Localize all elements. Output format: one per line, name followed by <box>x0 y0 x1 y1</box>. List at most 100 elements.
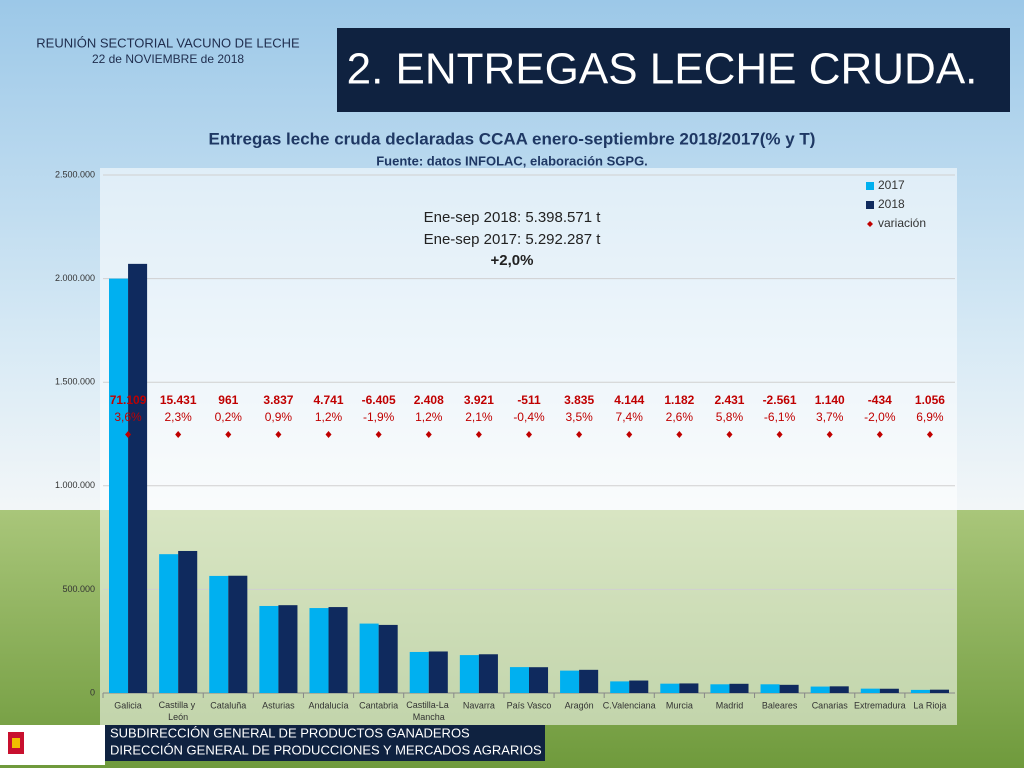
legend-label: 2018 <box>878 197 905 211</box>
variation-marker <box>776 431 783 438</box>
bar <box>459 655 479 693</box>
bar <box>178 550 198 693</box>
x-tick-label: Baleares <box>762 700 798 710</box>
bar <box>159 554 179 693</box>
x-tick-label: Asturias <box>262 700 295 710</box>
footer-line: SUBDIRECCIÓN GENERAL DE PRODUCTOS GANADE… <box>110 725 470 740</box>
bar <box>579 669 599 693</box>
bar <box>710 684 730 693</box>
bar <box>610 681 630 693</box>
difference-label: -6.405 <box>362 393 396 407</box>
legend-swatch <box>866 182 874 190</box>
variation-label: 2,1% <box>465 410 493 424</box>
y-tick-label: 1.500.000 <box>55 377 95 387</box>
x-tick-label: Murcia <box>666 700 693 710</box>
bar <box>679 683 699 693</box>
x-tick-label: Madrid <box>716 700 744 710</box>
variation-marker <box>225 431 232 438</box>
bar <box>428 651 448 693</box>
x-tick-label: Aragón <box>565 700 594 710</box>
bar <box>879 688 899 693</box>
difference-label: 71.109 <box>110 393 147 407</box>
bar <box>629 680 649 693</box>
variation-marker <box>475 431 482 438</box>
header-title: REUNIÓN SECTORIAL VACUNO DE LECHE <box>36 35 300 50</box>
variation-marker <box>325 431 332 438</box>
bar <box>128 263 148 693</box>
variation-label: 0,2% <box>215 410 243 424</box>
annotation: +2,0% <box>491 252 534 269</box>
difference-label: -511 <box>517 393 541 407</box>
slide-title: 2. ENTREGAS LECHE CRUDA. <box>347 45 978 94</box>
bar <box>209 575 229 693</box>
variation-marker <box>626 431 633 438</box>
x-tick-label: Navarra <box>463 700 495 710</box>
variation-label: 1,2% <box>415 410 443 424</box>
legend-label: 2017 <box>878 178 905 192</box>
bar <box>860 688 880 693</box>
bar <box>228 575 248 693</box>
header-date: 22 de NOVIEMBRE de 2018 <box>92 52 244 66</box>
variation-label: 2,3% <box>164 410 192 424</box>
bar <box>910 689 930 693</box>
variation-label: 3,5% <box>565 410 593 424</box>
x-tick-label: C.Valenciana <box>603 700 656 710</box>
difference-label: 3.921 <box>464 393 494 407</box>
variation-marker <box>526 431 532 438</box>
x-tick-label: Extremadura <box>854 700 906 710</box>
bar <box>729 683 749 693</box>
bar <box>359 623 379 693</box>
bar <box>109 278 129 693</box>
variation-marker <box>726 431 733 438</box>
bar <box>259 605 279 693</box>
variation-label: -1,9% <box>363 410 395 424</box>
chart-title: Entregas leche cruda declaradas CCAA ene… <box>209 129 816 148</box>
variation-label: 6,9% <box>916 410 944 424</box>
chart-subtitle: Fuente: datos INFOLAC, elaboración SGPG. <box>376 153 648 168</box>
variation-label: 1,2% <box>315 410 343 424</box>
y-tick-label: 0 <box>90 687 95 697</box>
variation-marker <box>926 431 933 438</box>
footer-line: DIRECCIÓN GENERAL DE PRODUCCIONES Y MERC… <box>110 742 542 757</box>
difference-label: 1.056 <box>915 393 945 407</box>
x-tick-label: Cantabria <box>359 700 398 710</box>
variation-marker <box>425 431 432 438</box>
legend-swatch <box>866 201 874 209</box>
y-tick-label: 2.000.000 <box>55 273 95 283</box>
difference-label: 1.182 <box>664 393 694 407</box>
y-tick-label: 2.500.000 <box>55 169 95 179</box>
difference-label: 3.837 <box>263 393 293 407</box>
x-tick-label: Castilla-La Mancha <box>406 700 451 722</box>
variation-marker <box>175 431 182 438</box>
annotation: Ene-sep 2017: 5.292.287 t <box>424 231 602 248</box>
difference-label: 1.140 <box>815 393 845 407</box>
variation-label: 3,7% <box>816 410 844 424</box>
variation-label: 7,4% <box>616 410 644 424</box>
bar <box>779 684 799 693</box>
legend-swatch <box>867 221 873 227</box>
difference-label: -434 <box>868 393 892 407</box>
difference-label: 2.408 <box>414 393 444 407</box>
bar <box>929 689 949 693</box>
bar <box>328 607 348 693</box>
logo-shield-inner <box>12 738 20 748</box>
y-tick-label: 1.000.000 <box>55 480 95 490</box>
variation-marker <box>676 431 683 438</box>
bar <box>378 624 398 693</box>
variation-label: -2,0% <box>864 410 896 424</box>
legend-label: variación <box>878 216 926 230</box>
difference-label: 2.431 <box>714 393 744 407</box>
variation-marker <box>576 431 583 438</box>
x-tick-label: Canarias <box>812 700 849 710</box>
variation-marker <box>375 431 382 438</box>
bar <box>409 651 429 693</box>
footer-box <box>105 725 545 761</box>
variation-label: 5,8% <box>716 410 744 424</box>
bar <box>560 670 580 693</box>
y-tick-label: 500.000 <box>62 584 95 594</box>
bar <box>309 608 329 693</box>
difference-label: 961 <box>218 393 238 407</box>
variation-label: -0,4% <box>513 410 545 424</box>
